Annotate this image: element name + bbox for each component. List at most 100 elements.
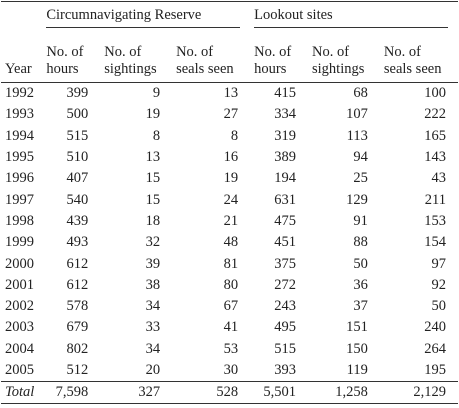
column-header: No. of hours — [42, 32, 100, 83]
table-cell: 21 — [223, 212, 239, 229]
table-row: 1997 540 15 24 631 129 211 — [1, 189, 458, 210]
table-cell: 13 — [223, 85, 239, 102]
table-cell: 107 — [346, 106, 368, 123]
table-cell: 334 — [274, 106, 297, 123]
column-header-line: seals seen — [176, 61, 234, 77]
column-header-line: sightings — [312, 61, 365, 77]
table-cell: 80 — [223, 276, 239, 293]
table-row: Total 7,598 327 528 5,501 1,258 2,129 — [1, 381, 458, 404]
table-cell: 154 — [424, 234, 446, 251]
table-cell: 20 — [145, 362, 161, 378]
table-cell: 393 — [274, 362, 297, 378]
table-cell: 540 — [66, 191, 89, 208]
column-header-line: No. of — [46, 44, 84, 60]
table-cell: 8 — [152, 127, 161, 144]
table-cell: 500 — [66, 106, 89, 123]
column-header-line: No. of — [383, 44, 421, 60]
table-row: 1996 407 15 19 194 25 43 — [1, 168, 458, 189]
table-cell: 512 — [66, 362, 89, 378]
table-row: 2002 578 34 67 243 37 50 — [1, 296, 458, 317]
table-cell: 38 — [145, 276, 161, 293]
table-cell: 24 — [223, 191, 239, 208]
table-body: 1992 399 9 13 415 68 100 1993 500 19 27 334 107 222 19… — [1, 83, 458, 404]
table-row: 1992 399 9 13 415 68 100 — [1, 83, 458, 105]
row-label: Total — [5, 384, 35, 401]
column-header: No. of sightings — [100, 32, 172, 83]
table-cell: 375 — [274, 255, 297, 272]
column-header: Year — [1, 32, 42, 83]
table-cell: 15 — [145, 191, 161, 208]
row-label: 2005 — [5, 362, 34, 378]
table-cell: 528 — [216, 384, 239, 401]
group-label: Lookout sites — [254, 7, 448, 28]
table-cell: 493 — [66, 234, 89, 251]
row-label: 1997 — [5, 191, 34, 208]
group-row: Circumnavigating Reserve Lookout sites — [1, 2, 458, 33]
group-header: Lookout sites — [250, 2, 458, 33]
table-cell: 43 — [431, 170, 447, 187]
table-row: 2003 679 33 41 495 151 240 — [1, 317, 458, 338]
table-row: 1995 510 13 16 389 94 143 — [1, 147, 458, 168]
table-cell: 41 — [223, 319, 239, 336]
table-cell: 211 — [424, 191, 446, 208]
table-cell: 612 — [66, 276, 89, 293]
table-cell: 510 — [66, 149, 89, 166]
table-row: 2000 612 39 81 375 50 97 — [1, 253, 458, 274]
row-label: 2002 — [5, 298, 34, 315]
table-row: 1998 439 18 21 475 91 153 — [1, 211, 458, 232]
table-cell: 97 — [431, 255, 447, 272]
table-cell: 33 — [145, 319, 161, 336]
table-cell: 515 — [66, 127, 89, 144]
table-cell: 39 — [145, 255, 161, 272]
table-cell: 25 — [353, 170, 368, 187]
table-cell: 240 — [424, 319, 446, 336]
table-cell: 16 — [223, 149, 239, 166]
table-cell: 81 — [223, 255, 239, 272]
table-cell: 264 — [424, 340, 446, 357]
table-cell: 8 — [230, 127, 239, 144]
row-label: 1993 — [5, 106, 34, 123]
table-row: 1993 500 19 27 334 107 222 — [1, 104, 458, 125]
table-cell: 1,258 — [335, 384, 368, 401]
table-cell: 272 — [274, 276, 297, 293]
column-header-line: No. of — [312, 44, 350, 60]
table-cell: 194 — [274, 170, 297, 187]
row-label: 1998 — [5, 212, 34, 229]
table-cell: 13 — [145, 149, 161, 166]
table-cell: 19 — [223, 170, 239, 187]
table-cell: 243 — [274, 298, 297, 315]
table-cell: 451 — [274, 234, 297, 251]
table-cell: 30 — [223, 362, 239, 378]
column-header-line: hours — [254, 61, 287, 77]
table-cell: 389 — [274, 149, 297, 166]
table-cell: 399 — [66, 85, 89, 102]
table-cell: 9 — [152, 85, 161, 102]
table-cell: 2,129 — [413, 384, 446, 401]
row-label: 2000 — [5, 255, 34, 272]
table-cell: 407 — [66, 170, 89, 187]
table-cell: 319 — [274, 127, 297, 144]
row-label: 1994 — [5, 127, 34, 144]
table-cell: 88 — [353, 234, 368, 251]
table-cell: 495 — [274, 319, 297, 336]
table-cell: 27 — [223, 106, 239, 123]
row-label: 2003 — [5, 319, 34, 336]
table-cell: 165 — [424, 127, 446, 144]
table-cell: 143 — [424, 149, 446, 166]
table-row: 1994 515 8 8 319 113 165 — [1, 126, 458, 147]
blank-cell — [1, 2, 42, 33]
table-cell: 475 — [274, 212, 297, 229]
table-row: 2005 512 20 30 393 119 195 — [1, 360, 458, 382]
table-cell: 195 — [424, 362, 446, 378]
table-cell: 119 — [346, 362, 368, 378]
table-cell: 515 — [274, 340, 297, 357]
table-head: Circumnavigating Reserve Lookout sites Y… — [1, 1, 458, 83]
row-label: 2004 — [5, 340, 34, 357]
table-cell: 151 — [346, 319, 368, 336]
table-row: 2001 612 38 80 272 36 92 — [1, 275, 458, 296]
table-cell: 802 — [66, 340, 89, 357]
column-header-line: hours — [46, 61, 79, 77]
table-cell: 53 — [223, 340, 239, 357]
table-cell: 7,598 — [55, 384, 89, 401]
